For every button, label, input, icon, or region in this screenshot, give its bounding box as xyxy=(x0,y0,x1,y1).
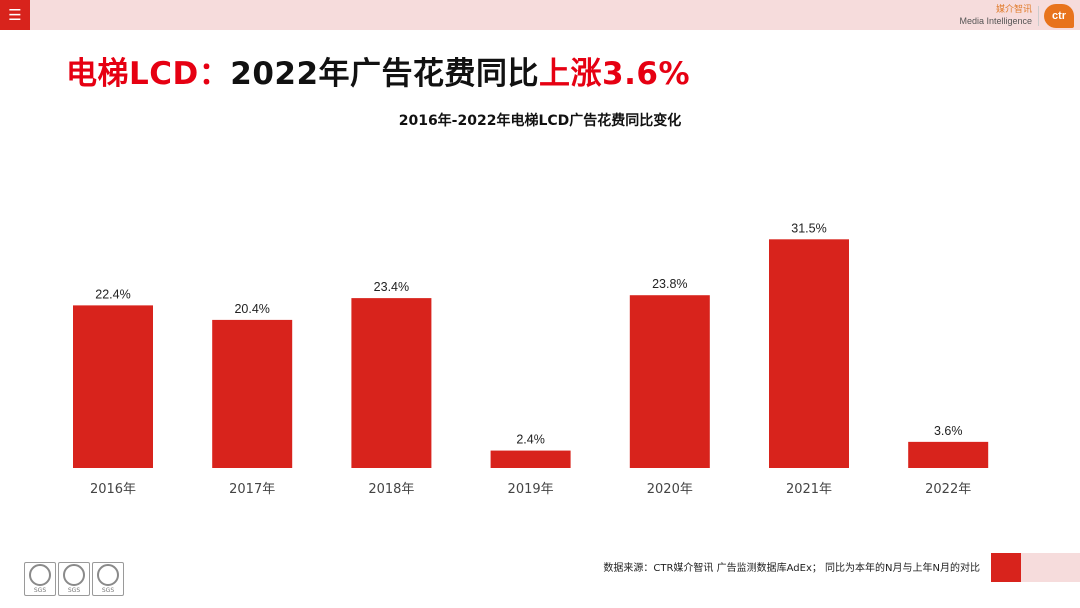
data-source-note: 数据来源：CTR媒介智讯 广告监测数据库AdEx； 同比为本年的N月与上年N月的… xyxy=(603,563,980,574)
data-label: 20.4% xyxy=(234,302,269,316)
data-label: 31.5% xyxy=(791,221,826,235)
bar-2017年 xyxy=(212,319,293,468)
bar-2016年 xyxy=(73,305,153,468)
brand-separator xyxy=(1038,6,1039,26)
data-label: 23.8% xyxy=(652,277,687,291)
x-tick-label: 2019年 xyxy=(508,482,554,497)
menu-icon[interactable]: ☰ xyxy=(0,0,30,30)
x-tick-label: 2016年 xyxy=(90,482,136,497)
footer-accent-block xyxy=(991,553,1021,582)
title-part-topic: 电梯LCD： xyxy=(66,56,231,92)
footer-pink-block xyxy=(1021,553,1080,582)
bar-2020年 xyxy=(629,295,710,468)
sgs-badge-icon: SGS xyxy=(24,562,56,596)
top-bar xyxy=(0,0,1080,30)
sgs-label: SGS xyxy=(33,587,47,594)
bar-2019年 xyxy=(490,450,571,468)
brand-name-cn: 媒介智讯 xyxy=(995,5,1032,15)
x-tick-label: 2018年 xyxy=(368,482,414,497)
sgs-check-icon xyxy=(97,564,119,586)
sgs-badge-icon: SGS xyxy=(92,562,124,596)
bar-chart: 2016年-2022年电梯LCD广告花费同比变化 22.4% 2016年 20.4% 2… xyxy=(73,112,989,497)
chart-title: 2016年-2022年电梯LCD广告花费同比变化 xyxy=(399,112,682,129)
bar-2021年 xyxy=(769,239,849,468)
sgs-label: SGS xyxy=(67,587,81,594)
x-tick-label: 2020年 xyxy=(647,482,693,497)
ctr-logo-icon: ctr xyxy=(1044,4,1074,28)
brand-text: 媒介智讯 Media Intelligence xyxy=(959,5,1032,27)
bar-2022年 xyxy=(908,441,989,468)
page-title: 电梯LCD：2022年广告花费同比上涨3.6% xyxy=(66,48,690,93)
title-part-main: 2022年广告花费同比 xyxy=(230,56,540,92)
sgs-check-icon xyxy=(29,564,51,586)
x-tick-label: 2021年 xyxy=(786,482,832,497)
data-label: 22.4% xyxy=(95,287,130,301)
x-tick-label: 2022年 xyxy=(925,482,971,497)
sgs-check-icon xyxy=(63,564,85,586)
certification-logos: SGS SGS SGS xyxy=(24,562,124,596)
title-part-highlight: 上涨3.6% xyxy=(539,56,691,92)
brand-name-en: Media Intelligence xyxy=(959,16,1032,26)
sgs-badge-icon: SGS xyxy=(58,562,90,596)
sgs-label: SGS xyxy=(101,587,115,594)
brand-logo-block: 媒介智讯 Media Intelligence ctr xyxy=(959,2,1074,30)
bar-2018年 xyxy=(351,298,432,468)
x-tick-label: 2017年 xyxy=(229,482,275,497)
data-label: 2.4% xyxy=(516,433,545,447)
data-label: 3.6% xyxy=(934,424,963,438)
data-label: 23.4% xyxy=(374,280,409,294)
